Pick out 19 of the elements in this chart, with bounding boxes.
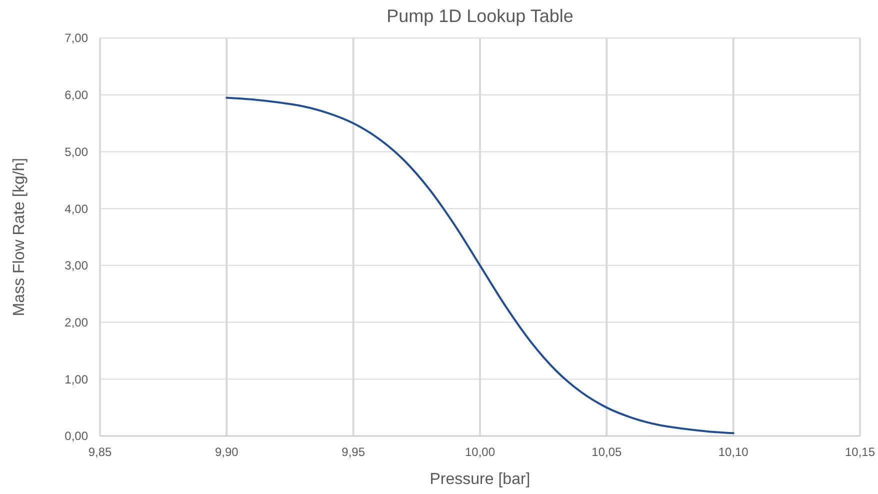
x-tick-label: 10,05 [592, 445, 622, 459]
chart-title: Pump 1D Lookup Table [386, 6, 574, 26]
y-tick-label: 0,00 [64, 429, 88, 444]
x-tick-label: 10,00 [464, 445, 496, 459]
x-tick-label: 9,90 [214, 445, 239, 459]
y-tick-label: 2,00 [64, 315, 88, 330]
y-tick-label: 1,00 [64, 372, 88, 386]
y-tick-label: 6,00 [64, 88, 88, 102]
y-axis-title: Mass Flow Rate [kg/h] [11, 158, 28, 316]
y-tick-label: 5,00 [64, 144, 88, 159]
y-tick-label: 3,00 [64, 258, 88, 273]
x-tick-label: 9,85 [88, 445, 112, 459]
line-series [226, 96, 734, 434]
x-tick-label: 9,95 [342, 445, 366, 459]
y-tick-label: 7,00 [64, 31, 88, 46]
y-tick-label: 4,00 [64, 202, 88, 216]
x-tick-label: 10,15 [844, 445, 876, 459]
x-tick-label: 10,10 [718, 445, 749, 459]
x-axis-title: Pressure [bar] [430, 471, 530, 488]
